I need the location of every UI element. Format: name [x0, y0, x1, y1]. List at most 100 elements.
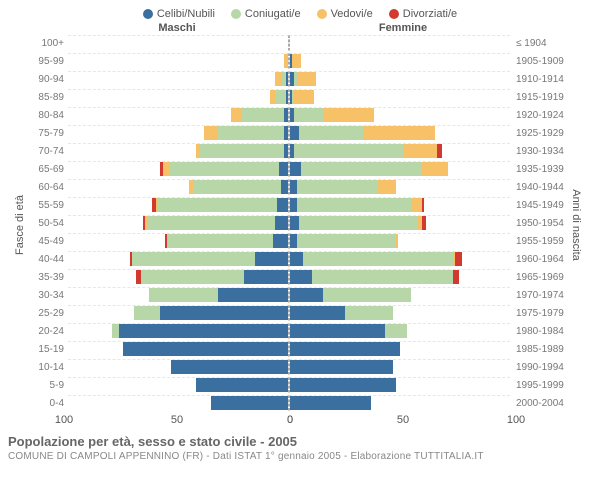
- pyramid-row: 65-69 1935-1939: [22, 160, 578, 178]
- year-label: 1905-1909: [510, 56, 578, 67]
- bar-segment: [290, 234, 297, 248]
- bar-segment: [193, 180, 281, 194]
- bar-segment: [171, 360, 288, 374]
- bar-segment: [290, 306, 345, 320]
- year-label: 1965-1969: [510, 272, 578, 283]
- legend-item: Vedovi/e: [317, 8, 373, 20]
- year-label: 1990-1994: [510, 362, 578, 373]
- year-label: 1985-1989: [510, 344, 578, 355]
- pyramid-row: 100+≤ 1904: [22, 34, 578, 52]
- bar-segment: [453, 270, 460, 284]
- bar-segment: [167, 234, 273, 248]
- year-label: 1930-1934: [510, 146, 578, 157]
- bar-segment: [290, 378, 396, 392]
- age-label: 45-49: [22, 236, 68, 247]
- bar-segment: [255, 252, 288, 266]
- female-bar: [289, 89, 510, 105]
- bar-segment: [422, 216, 426, 230]
- male-bar: [68, 233, 289, 249]
- pyramid-row: 25-291975-1979: [22, 304, 578, 322]
- year-label: 1935-1939: [510, 164, 578, 175]
- age-label: 65-69: [22, 164, 68, 175]
- age-label: 60-64: [22, 182, 68, 193]
- bar-segment: [422, 198, 424, 212]
- female-bar: [289, 287, 510, 303]
- female-bar: [289, 143, 510, 159]
- bar-segment: [422, 162, 448, 176]
- male-bar: [68, 287, 289, 303]
- year-label: 1920-1924: [510, 110, 578, 121]
- age-label: 70-74: [22, 146, 68, 157]
- male-bar: [68, 125, 289, 141]
- bar-segment: [396, 234, 398, 248]
- bar-segment: [200, 144, 284, 158]
- bar-segment: [294, 108, 323, 122]
- bar-segment: [404, 144, 437, 158]
- bar-segment: [437, 144, 441, 158]
- female-bar: [289, 323, 510, 339]
- male-bar: [68, 179, 289, 195]
- bar-segment: [290, 324, 385, 338]
- pyramid-row: 10-141990-1994: [22, 358, 578, 376]
- bar-segment: [299, 126, 363, 140]
- age-label: 90-94: [22, 74, 68, 85]
- year-label: 1980-1984: [510, 326, 578, 337]
- bar-segment: [297, 234, 396, 248]
- male-bar: [68, 35, 289, 51]
- year-label: 1925-1929: [510, 128, 578, 139]
- year-label: 1910-1914: [510, 74, 578, 85]
- legend-swatch: [231, 9, 241, 19]
- pyramid-row: 0-42000-2004: [22, 394, 578, 412]
- pyramid-chart: 100+≤ 190495-991905-190990-941910-191485…: [22, 34, 578, 412]
- pyramid-row: 5-91995-1999: [22, 376, 578, 394]
- bar-segment: [301, 162, 422, 176]
- legend: Celibi/NubiliConiugati/eVedovi/eDivorzia…: [8, 8, 592, 20]
- year-label: 1960-1964: [510, 254, 578, 265]
- male-bar: [68, 359, 289, 375]
- bar-segment: [218, 288, 288, 302]
- bar-segment: [284, 144, 288, 158]
- x-tick: 50: [397, 414, 409, 426]
- age-label: 75-79: [22, 128, 68, 139]
- male-bar: [68, 215, 289, 231]
- bar-segment: [455, 252, 462, 266]
- female-bar: [289, 341, 510, 357]
- chart-subtitle: COMUNE DI CAMPOLI APPENNINO (FR) - Dati …: [8, 451, 592, 462]
- bar-segment: [290, 288, 323, 302]
- pyramid-row: 75-79 1925-1929: [22, 124, 578, 142]
- female-bar: [289, 251, 510, 267]
- pyramid-row: 15-191985-1989: [22, 340, 578, 358]
- bar-segment: [204, 126, 217, 140]
- header-female: Femmine: [290, 22, 516, 34]
- age-label: 100+: [22, 38, 68, 49]
- bar-segment: [297, 180, 378, 194]
- bar-segment: [119, 324, 288, 338]
- chart-title: Popolazione per età, sesso e stato civil…: [8, 434, 592, 449]
- bar-segment: [323, 108, 374, 122]
- bar-segment: [123, 342, 288, 356]
- bar-segment: [312, 270, 453, 284]
- age-label: 25-29: [22, 308, 68, 319]
- bar-segment: [132, 252, 255, 266]
- bar-segment: [275, 216, 288, 230]
- year-label: 2000-2004: [510, 398, 578, 409]
- bar-segment: [231, 108, 242, 122]
- female-bar: [289, 161, 510, 177]
- pyramid-row: 95-991905-1909: [22, 52, 578, 70]
- male-bar: [68, 197, 289, 213]
- female-bar: [289, 269, 510, 285]
- bar-segment: [290, 126, 299, 140]
- age-label: 55-59: [22, 200, 68, 211]
- bar-segment: [290, 270, 312, 284]
- female-bar: [289, 233, 510, 249]
- male-bar: [68, 341, 289, 357]
- bar-segment: [275, 90, 286, 104]
- year-label: 1915-1919: [510, 92, 578, 103]
- female-bar: [289, 107, 510, 123]
- bar-segment: [112, 324, 119, 338]
- x-tick: 0: [287, 414, 293, 426]
- header-male: Maschi: [64, 22, 290, 34]
- bar-segment: [281, 180, 288, 194]
- bar-segment: [158, 198, 277, 212]
- year-label: 1970-1974: [510, 290, 578, 301]
